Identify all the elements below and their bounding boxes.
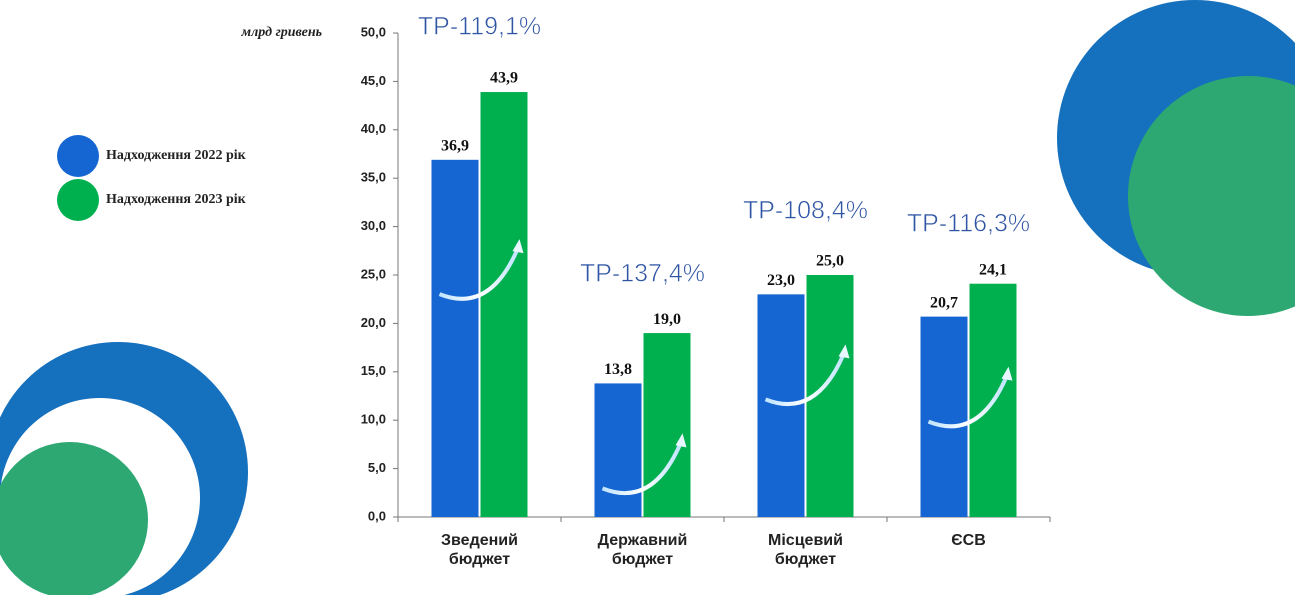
legend-swatch <box>57 179 99 221</box>
value-label: 20,7 <box>930 294 958 311</box>
decor-circle <box>1128 76 1295 316</box>
y-tick-label: 0,0 <box>368 508 386 523</box>
x-tick-label: Місцевий бюджет <box>768 532 843 568</box>
trend-arrow <box>927 375 1009 429</box>
trend-arrow <box>601 442 683 496</box>
y-tick-label: 15,0 <box>361 363 386 378</box>
y-tick-label: 45,0 <box>361 73 386 88</box>
y-tick-label: 30,0 <box>361 218 386 233</box>
annotation: ТР-119,1% <box>418 13 541 41</box>
value-label: 23,0 <box>767 272 795 289</box>
legend-label: Надходження 2023 рік <box>106 192 247 207</box>
value-label: 25,0 <box>816 253 844 270</box>
x-tick-label: Зведений бюджет <box>441 532 518 568</box>
y-tick-label: 5,0 <box>368 460 386 475</box>
value-label: 43,9 <box>490 70 518 87</box>
y-tick-label: 40,0 <box>361 121 386 136</box>
y-tick-label: 50,0 <box>361 24 386 39</box>
bar <box>480 92 528 517</box>
bar <box>920 316 968 517</box>
x-tick-label: Державний бюджет <box>597 532 688 568</box>
decor-circle <box>0 442 148 595</box>
trend-arrow <box>764 353 846 406</box>
y-tick-label: 25,0 <box>361 266 386 281</box>
annotation: ТР-108,4% <box>743 197 868 225</box>
y-tick-label: 35,0 <box>361 170 386 185</box>
value-label: 24,1 <box>979 261 1007 278</box>
y-tick-label: 10,0 <box>361 412 386 427</box>
x-tick-label: ЄСВ <box>951 532 986 549</box>
bar <box>643 333 691 517</box>
trend-arrow <box>438 248 520 301</box>
trend-arrow-head <box>1001 366 1013 381</box>
bar <box>757 294 805 517</box>
bar <box>594 383 642 517</box>
annotation: ТР-116,3% <box>907 210 1030 238</box>
value-label: 36,9 <box>441 137 469 154</box>
legend-label: Надходження 2022 рік <box>106 148 247 163</box>
y-tick-label: 20,0 <box>361 315 386 330</box>
value-label: 13,8 <box>604 361 632 378</box>
trend-arrow-head <box>838 344 850 359</box>
annotation: ТР-137,4% <box>580 260 705 288</box>
trend-arrow-head <box>512 239 524 254</box>
y-axis-label: млрд гривень <box>241 25 322 40</box>
bar <box>431 159 479 518</box>
trend-arrow-head <box>675 433 687 448</box>
value-label: 19,0 <box>653 311 681 328</box>
legend-swatch <box>57 135 99 177</box>
